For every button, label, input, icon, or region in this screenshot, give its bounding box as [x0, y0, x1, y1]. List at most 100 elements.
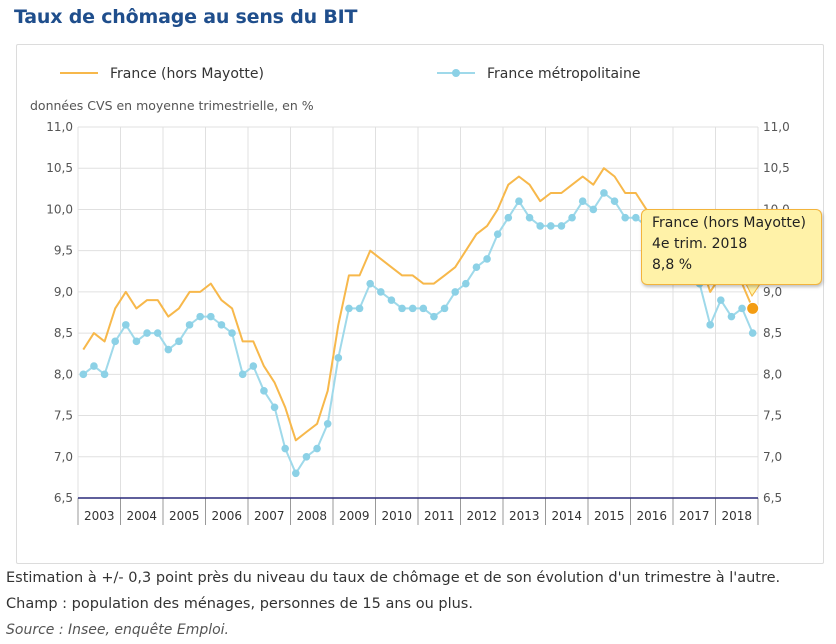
data-point-highlight	[746, 301, 760, 315]
y-tick-label-right: 7,5	[763, 409, 782, 423]
tooltip-period: 4e trim. 2018	[652, 236, 748, 252]
estimation-note: Estimation à +/- 0,3 point près du nivea…	[6, 570, 781, 586]
data-point-metro	[398, 304, 406, 313]
data-point-metro	[568, 213, 576, 222]
data-point-metro	[313, 444, 321, 453]
data-point-metro	[610, 197, 619, 205]
data-point-metro	[90, 362, 98, 370]
y-tick-label-left: 6,5	[54, 491, 73, 505]
y-tick-label-left: 10,0	[46, 202, 73, 216]
data-point-metro	[111, 337, 119, 346]
data-point-metro	[727, 312, 736, 321]
data-point-metro	[143, 329, 151, 337]
y-tick-label-right: 11,0	[763, 120, 790, 134]
data-point-metro	[217, 321, 226, 329]
data-point-metro	[260, 387, 268, 395]
data-point-metro	[249, 362, 258, 370]
x-tick-label: 2004	[126, 509, 157, 523]
data-point-metro	[334, 354, 343, 362]
data-point-metro	[706, 321, 714, 329]
data-point-metro	[238, 370, 247, 379]
data-point-metro	[451, 288, 459, 296]
x-tick-label: 2018	[721, 509, 752, 523]
x-tick-label: 2013	[509, 509, 540, 523]
x-tick-label: 2017	[679, 509, 710, 523]
data-point-metro	[408, 304, 417, 313]
y-tick-label-left: 9,5	[54, 244, 73, 258]
data-point-metro	[281, 444, 289, 453]
data-point-metro	[122, 321, 130, 329]
y-tick-label-left: 8,0	[54, 367, 73, 381]
y-tick-label-right: 9,0	[763, 285, 782, 299]
data-point-metro	[153, 329, 162, 337]
x-tick-label: 2005	[169, 509, 200, 523]
data-point-metro	[355, 304, 364, 313]
y-tick-label-left: 7,0	[54, 450, 73, 464]
x-tick-label: 2012	[466, 509, 497, 523]
chart-title: Taux de chômage au sens du BIT	[14, 6, 358, 28]
x-tick-label: 2011	[424, 509, 455, 523]
data-point-metro	[345, 304, 353, 313]
tooltip-series: France (hors Mayotte)	[652, 215, 806, 231]
data-point-metro	[717, 296, 725, 304]
data-point-metro	[419, 304, 428, 313]
data-point-metro	[207, 312, 215, 321]
data-point-metro	[504, 213, 513, 222]
x-tick-label: 2006	[211, 509, 242, 523]
data-point-metro	[515, 197, 523, 205]
data-point-metro	[547, 222, 555, 230]
y-tick-label-right: 8,5	[763, 326, 782, 340]
data-point-metro	[748, 329, 757, 337]
data-point-metro	[738, 304, 746, 313]
y-tick-label-left: 7,5	[54, 409, 73, 423]
y-tick-label-right: 6,5	[763, 491, 782, 505]
x-tick-label: 2003	[84, 509, 115, 523]
y-tick-label-left: 8,5	[54, 326, 73, 340]
data-point-metro	[366, 279, 374, 288]
x-tick-label: 2015	[594, 509, 625, 523]
data-point-metro	[621, 213, 629, 222]
data-point-metro	[132, 337, 141, 346]
data-point-metro	[430, 312, 438, 321]
data-point-metro	[632, 213, 640, 222]
x-tick-label: 2010	[381, 509, 412, 523]
y-tick-label-right: 8,0	[763, 367, 782, 381]
legend-marker-metro	[452, 69, 460, 77]
x-tick-label: 2007	[254, 509, 285, 523]
data-point-metro	[493, 230, 502, 238]
y-tick-label-left: 9,0	[54, 285, 73, 299]
data-point-metro	[79, 370, 88, 379]
data-point-metro	[387, 296, 396, 304]
data-point-metro	[164, 345, 173, 354]
source-note: Source : Insee, enquête Emploi.	[6, 622, 230, 638]
data-point-metro	[196, 312, 204, 321]
data-point-metro	[323, 420, 332, 428]
data-point-metro	[578, 197, 587, 205]
x-tick-label: 2014	[551, 509, 582, 523]
data-point-metro	[557, 222, 566, 230]
data-point-metro	[525, 213, 534, 222]
legend-label-france: France (hors Mayotte)	[110, 66, 264, 82]
data-point-metro	[600, 189, 608, 197]
data-point-metro	[302, 452, 311, 461]
data-point-metro	[270, 403, 279, 412]
x-tick-label: 2009	[339, 509, 370, 523]
data-point-metro	[100, 370, 109, 379]
chart-tooltip: France (hors Mayotte) 4e trim. 2018 8,8 …	[641, 209, 822, 285]
y-tick-label-left: 11,0	[46, 120, 73, 134]
chart-subtitle: données CVS en moyenne trimestrielle, en…	[30, 98, 314, 113]
x-tick-label: 2008	[296, 509, 327, 523]
y-tick-label-right: 7,0	[763, 450, 782, 464]
y-tick-label-left: 10,5	[46, 161, 73, 175]
x-tick-label: 2016	[636, 509, 667, 523]
series-line-france	[82, 167, 754, 442]
chart-frame	[16, 44, 824, 564]
scope-note: Champ : population des ménages, personne…	[6, 596, 473, 612]
legend-label-metro: France métropolitaine	[487, 66, 640, 82]
data-point-metro	[472, 263, 481, 271]
data-point-metro	[185, 321, 194, 329]
data-point-metro	[292, 469, 300, 478]
data-point-metro	[440, 304, 449, 313]
tooltip-value: 8,8 %	[652, 257, 693, 273]
data-point-metro	[462, 279, 470, 288]
